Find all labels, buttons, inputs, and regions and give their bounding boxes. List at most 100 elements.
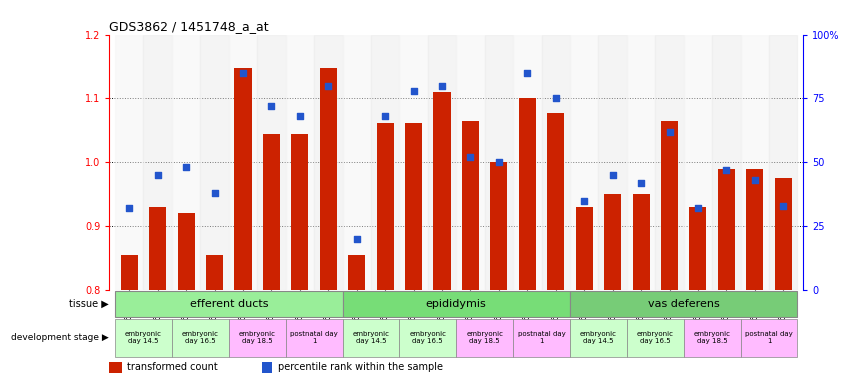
Point: [606, 172, 619, 178]
Point: [436, 83, 449, 89]
Bar: [320, 68, 336, 290]
Bar: [769, 35, 797, 290]
Text: tissue ▶: tissue ▶: [69, 299, 108, 309]
Point: [549, 95, 563, 101]
Text: embryonic
day 18.5: embryonic day 18.5: [466, 331, 503, 344]
Bar: [342, 319, 399, 357]
Bar: [263, 134, 280, 290]
Point: [151, 172, 164, 178]
Point: [748, 177, 762, 183]
Bar: [462, 121, 479, 290]
Bar: [570, 319, 627, 357]
Bar: [513, 35, 542, 290]
Point: [578, 198, 591, 204]
Bar: [399, 319, 456, 357]
Text: postnatal day
1: postnatal day 1: [518, 331, 565, 344]
Bar: [262, 362, 272, 372]
Bar: [661, 121, 678, 290]
Text: GDS3862 / 1451748_a_at: GDS3862 / 1451748_a_at: [109, 20, 269, 33]
Point: [634, 180, 648, 186]
Text: vas deferens: vas deferens: [648, 299, 720, 309]
Text: embryonic
day 16.5: embryonic day 16.5: [410, 331, 447, 344]
Bar: [684, 35, 712, 290]
Bar: [405, 123, 422, 290]
Bar: [121, 255, 138, 290]
Bar: [627, 35, 655, 290]
Text: embryonic
day 18.5: embryonic day 18.5: [239, 331, 276, 344]
Bar: [741, 35, 769, 290]
Bar: [377, 123, 394, 290]
Bar: [570, 35, 599, 290]
Bar: [513, 319, 570, 357]
Bar: [718, 169, 735, 290]
Point: [691, 205, 705, 212]
Point: [321, 83, 335, 89]
Text: embryonic
day 16.5: embryonic day 16.5: [637, 331, 674, 344]
Bar: [200, 35, 229, 290]
Bar: [115, 35, 144, 290]
Bar: [542, 35, 570, 290]
Bar: [149, 207, 167, 290]
Bar: [741, 319, 797, 357]
Bar: [655, 35, 684, 290]
Bar: [576, 207, 593, 290]
Bar: [235, 68, 251, 290]
Bar: [632, 194, 649, 290]
Text: epididymis: epididymis: [426, 299, 487, 309]
Point: [265, 103, 278, 109]
Bar: [428, 35, 456, 290]
Point: [294, 113, 307, 119]
Bar: [484, 35, 513, 290]
Point: [378, 113, 392, 119]
Bar: [690, 207, 706, 290]
Text: postnatal day
1: postnatal day 1: [290, 331, 338, 344]
Bar: [604, 194, 621, 290]
Bar: [342, 35, 371, 290]
Text: efferent ducts: efferent ducts: [189, 299, 268, 309]
Bar: [177, 214, 194, 290]
Bar: [314, 35, 342, 290]
Point: [236, 70, 250, 76]
Text: percentile rank within the sample: percentile rank within the sample: [278, 362, 443, 372]
Bar: [399, 35, 428, 290]
Bar: [342, 291, 570, 317]
Bar: [286, 319, 342, 357]
Bar: [712, 35, 741, 290]
Point: [179, 164, 193, 170]
Point: [407, 88, 420, 94]
Bar: [684, 319, 741, 357]
Text: transformed count: transformed count: [127, 362, 218, 372]
Bar: [206, 255, 223, 290]
Bar: [286, 35, 314, 290]
Bar: [519, 98, 536, 290]
Bar: [433, 92, 451, 290]
Bar: [570, 291, 797, 317]
Point: [123, 205, 136, 212]
Bar: [775, 178, 791, 290]
Bar: [348, 255, 365, 290]
Point: [776, 203, 790, 209]
Bar: [229, 35, 257, 290]
Point: [208, 190, 221, 196]
Bar: [490, 162, 507, 290]
Point: [521, 70, 534, 76]
Bar: [115, 319, 172, 357]
Point: [720, 167, 733, 173]
Bar: [109, 362, 122, 372]
Bar: [456, 319, 513, 357]
Point: [350, 236, 363, 242]
Text: embryonic
day 18.5: embryonic day 18.5: [694, 331, 731, 344]
Point: [463, 154, 477, 160]
Point: [663, 129, 676, 135]
Text: embryonic
day 14.5: embryonic day 14.5: [352, 331, 389, 344]
Bar: [371, 35, 399, 290]
Text: embryonic
day 16.5: embryonic day 16.5: [182, 331, 219, 344]
Bar: [746, 169, 764, 290]
Bar: [229, 319, 286, 357]
Text: embryonic
day 14.5: embryonic day 14.5: [125, 331, 162, 344]
Bar: [599, 35, 627, 290]
Bar: [627, 319, 684, 357]
Text: embryonic
day 14.5: embryonic day 14.5: [580, 331, 617, 344]
Bar: [456, 35, 484, 290]
Text: development stage ▶: development stage ▶: [11, 333, 108, 343]
